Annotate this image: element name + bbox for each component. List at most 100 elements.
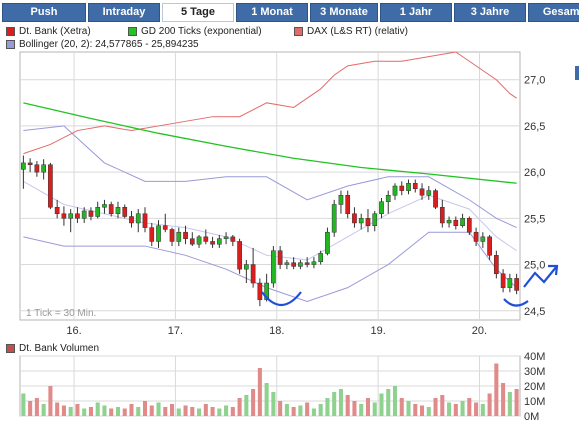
tab-5-tage[interactable]: 5 Tage xyxy=(162,3,234,22)
volume-bar xyxy=(41,404,46,416)
candle-body xyxy=(399,185,405,191)
uptrend-arrowhead-icon xyxy=(548,264,559,276)
candle-body xyxy=(250,264,256,284)
volume-bar xyxy=(55,402,60,416)
candle-body xyxy=(162,225,168,230)
volume-bar xyxy=(487,393,492,416)
candle-body xyxy=(108,204,114,214)
volume-bar xyxy=(305,402,310,416)
candle-body xyxy=(169,229,175,242)
volume-swatch-icon xyxy=(6,343,15,353)
tab-1-monat[interactable]: 1 Monat xyxy=(236,3,308,22)
volume-bar xyxy=(217,408,222,416)
volume-tick-label: 0M xyxy=(524,411,539,423)
volume-bar xyxy=(278,401,283,416)
volume-bar xyxy=(224,405,229,416)
volume-legend-label: Dt. Bank Volumen xyxy=(19,343,100,354)
volume-bar xyxy=(21,393,26,416)
volume-bar xyxy=(237,398,242,416)
volume-bar xyxy=(136,407,141,416)
legend-dax-label: DAX (L&S RT) (relativ) xyxy=(307,26,408,37)
candle-body xyxy=(156,225,161,242)
volume-bar xyxy=(68,407,73,416)
candle-body xyxy=(304,262,310,265)
y-tick-label: 26,0 xyxy=(524,167,545,179)
tick-interval-note: 1 Tick = 30 Min. xyxy=(26,308,96,319)
candle-body xyxy=(237,241,242,270)
candle-body xyxy=(48,164,53,208)
volume-bar xyxy=(170,404,175,416)
stock-swatch-icon xyxy=(6,26,15,36)
candle-body xyxy=(446,219,452,224)
candle-body xyxy=(183,231,188,239)
y-tick-label: 24,5 xyxy=(524,306,545,318)
candle-body xyxy=(298,262,303,267)
candle-body xyxy=(142,213,148,228)
candle-body xyxy=(453,219,459,226)
candle-body xyxy=(88,210,94,217)
volume-bar xyxy=(102,405,107,416)
candle-body xyxy=(61,213,67,219)
volume-bar xyxy=(345,395,350,416)
volume-bar xyxy=(48,386,53,416)
candle-body xyxy=(466,218,472,233)
y-tick-label: 26,5 xyxy=(524,121,545,133)
candle-body xyxy=(392,185,398,196)
candle-body xyxy=(102,204,107,208)
volume-bar xyxy=(440,395,445,416)
tab-3-monate[interactable]: 3 Monate xyxy=(310,3,378,22)
candle-body xyxy=(27,162,33,165)
candle-body xyxy=(284,262,290,265)
volume-bar xyxy=(406,401,411,416)
volume-bar xyxy=(244,395,249,416)
chart-legend: Dt. Bank (Xetra) GD 200 Ticks (exponenti… xyxy=(6,26,526,52)
tab-push[interactable]: Push xyxy=(2,3,86,22)
candle-body xyxy=(21,162,26,170)
candle-body xyxy=(81,210,87,219)
tab-3-jahre[interactable]: 3 Jahre xyxy=(454,3,526,22)
candle-body xyxy=(122,207,128,217)
candle-body xyxy=(338,194,344,205)
bollinger-upper-line xyxy=(23,125,517,229)
volume-bar xyxy=(82,408,87,416)
volume-bar xyxy=(129,404,134,416)
legend-stock-label: Dt. Bank (Xetra) xyxy=(19,26,91,37)
x-tick-label: 16. xyxy=(66,325,81,337)
candle-body xyxy=(135,213,141,224)
volume-bar xyxy=(230,407,235,416)
candle-body xyxy=(34,164,40,173)
volume-bar xyxy=(61,405,66,416)
volume-bar xyxy=(379,393,384,416)
volume-bar xyxy=(163,407,168,416)
candle-body xyxy=(352,213,357,224)
candle-body xyxy=(203,236,209,242)
tab-1-jahr[interactable]: 1 Jahr xyxy=(380,3,452,22)
volume-bar xyxy=(95,402,100,416)
legend-bollinger-label: Bollinger (20, 2): 24,577865 - 25,894235 xyxy=(19,39,199,50)
candle-body xyxy=(385,194,391,202)
scroll-handle[interactable] xyxy=(575,66,579,80)
candle-body xyxy=(372,213,378,226)
smile-annotation-icon xyxy=(261,291,302,307)
candle-body xyxy=(189,238,195,245)
legend-stock: Dt. Bank (Xetra) xyxy=(6,26,91,37)
candle-body xyxy=(257,282,263,300)
candle-body xyxy=(210,241,215,245)
volume-bar xyxy=(203,404,208,416)
volume-bar xyxy=(453,404,458,416)
volume-bar xyxy=(460,401,465,416)
legend-bollinger: Bollinger (20, 2): 24,577865 - 25,894235 xyxy=(6,39,199,50)
bollinger-lower-line xyxy=(23,231,517,303)
volume-bar xyxy=(197,408,202,416)
candle-body xyxy=(331,204,337,233)
dax-swatch-icon xyxy=(294,26,303,36)
tab-gesamt[interactable]: Gesamt xyxy=(528,3,579,22)
candle-body xyxy=(500,273,506,288)
candle-body xyxy=(358,218,364,224)
candle-body xyxy=(325,231,330,254)
volume-bar xyxy=(359,404,364,416)
tab-intraday[interactable]: Intraday xyxy=(88,3,160,22)
candle-body xyxy=(41,164,46,173)
volume-bar xyxy=(325,398,330,416)
